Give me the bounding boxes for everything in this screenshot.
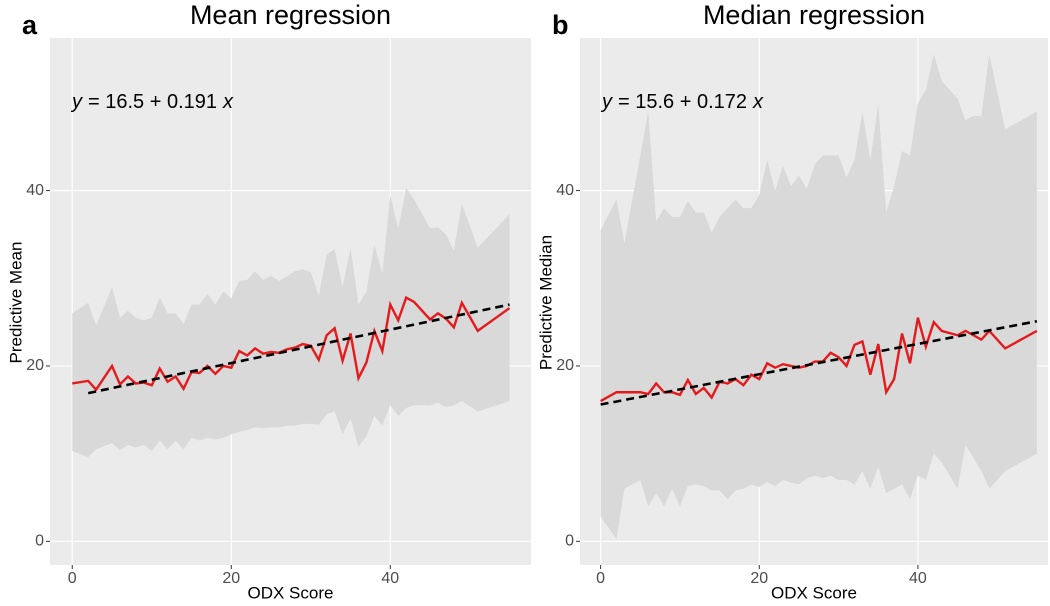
- y-tick-label: 0: [565, 533, 574, 550]
- chart-title: Mean regression: [190, 0, 391, 30]
- equation-part: = 16.5 + 0.191: [88, 91, 217, 113]
- x-axis-label: ODX Score: [248, 583, 334, 602]
- panel-label: a: [22, 10, 38, 40]
- y-tick-label: 40: [26, 182, 44, 199]
- chart-title: Median regression: [703, 0, 925, 30]
- equation-part: y: [600, 91, 613, 113]
- equation-part: x: [752, 91, 764, 113]
- equation: y = 15.6 + 0.172 x: [600, 91, 764, 113]
- fit-line: [87, 303, 510, 395]
- x-tick-label: 40: [381, 570, 399, 587]
- confidence-band: [72, 187, 510, 458]
- y-tick-label: 20: [556, 357, 574, 374]
- x-axis-label: ODX Score: [771, 583, 857, 602]
- y-tick-label: 20: [26, 357, 44, 374]
- x-tick-label: 20: [750, 570, 768, 587]
- equation-part: = 15.6 + 0.172: [618, 91, 747, 113]
- equation-part: y: [70, 91, 83, 113]
- x-tick-label: 0: [68, 570, 77, 587]
- fit-line: [600, 319, 1038, 406]
- equation-part: x: [222, 91, 234, 113]
- equation: y = 16.5 + 0.191 x: [70, 91, 234, 113]
- panel-label: b: [552, 10, 569, 40]
- confidence-band: [600, 54, 1037, 539]
- y-tick-label: 0: [35, 533, 44, 550]
- x-tick-label: 20: [222, 570, 240, 587]
- y-tick-label: 40: [556, 182, 574, 199]
- y-axis-label: Predictive Median: [536, 235, 555, 370]
- x-tick-label: 40: [909, 570, 927, 587]
- y-axis-label: Predictive Mean: [6, 242, 25, 364]
- x-tick-label: 0: [596, 570, 605, 587]
